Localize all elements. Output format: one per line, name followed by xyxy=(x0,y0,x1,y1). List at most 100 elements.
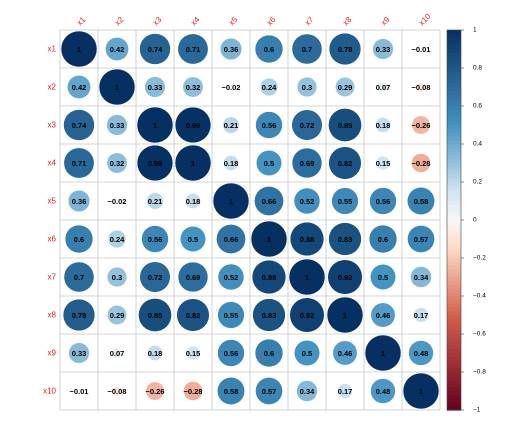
colorbar-segment xyxy=(447,155,461,160)
corr-value-x4-x2: 0.32 xyxy=(110,159,125,168)
corr-value-x3-x4: 0.99 xyxy=(186,121,201,130)
corr-value-x6-x1: 0.6 xyxy=(74,235,84,244)
colorbar-segment xyxy=(447,375,461,381)
colorbar-segment xyxy=(447,45,461,50)
colorbar-segment xyxy=(447,254,461,259)
col-label-x10: x10 xyxy=(417,12,433,28)
colorbar-segment xyxy=(447,125,461,130)
corr-value-x9-x9: 1 xyxy=(381,349,385,358)
corr-value-x7-x7: 1 xyxy=(305,273,309,282)
corr-value-x8-x6: 0.83 xyxy=(262,311,277,320)
corr-circle-x10-x10 xyxy=(402,372,440,410)
corr-circle-x3-x2 xyxy=(106,114,128,136)
corr-value-x8-x2: 0.29 xyxy=(110,311,125,320)
colorbar-segment xyxy=(447,49,461,54)
corr-value-x9-x4: 0.15 xyxy=(186,349,201,358)
corr-circle-x8-x3 xyxy=(138,298,172,332)
corr-circle-x9-x10 xyxy=(408,340,434,366)
colorbar-segment xyxy=(447,318,461,324)
corr-value-x4-x5: 0.18 xyxy=(224,159,239,168)
corr-value-x10-x9: 0.48 xyxy=(376,387,391,396)
corr-circle-x6-x1 xyxy=(64,224,94,254)
corr-circle-x8-x1 xyxy=(62,298,96,332)
colorbar-segment xyxy=(447,83,461,88)
colorbar-segment xyxy=(447,349,461,354)
corr-circle-x2-x9 xyxy=(377,81,389,93)
colorbar-segment xyxy=(447,364,461,369)
corr-circle-x8-x8 xyxy=(326,296,364,334)
colorbar-tick-label: 1 xyxy=(473,27,477,34)
colorbar-tick-label: −0.6 xyxy=(473,331,486,338)
corr-circle-x8-x5 xyxy=(217,301,245,329)
corr-circle-x3-x4 xyxy=(174,106,212,144)
corr-circle-x1-x6 xyxy=(254,34,284,64)
corr-value-x3-x5: 0.21 xyxy=(224,121,239,130)
colorbar-segment xyxy=(447,299,461,305)
corr-circle-x6-x7 xyxy=(289,221,325,257)
corr-value-x2-x6: 0.24 xyxy=(262,83,277,92)
corr-value-x1-x4: 0.71 xyxy=(186,45,201,54)
corr-circle-x9-x7 xyxy=(294,340,320,366)
corr-value-x4-x9: 0.15 xyxy=(376,159,391,168)
corr-value-x2-x2: 1 xyxy=(115,83,119,92)
colorbar-segment xyxy=(447,185,461,191)
corr-circle-x2-x10 xyxy=(415,81,427,93)
colorbar-segment xyxy=(447,197,461,202)
colorbar-segment xyxy=(447,398,461,403)
corr-circle-x5-x4 xyxy=(185,193,201,209)
col-label-x2: x2 xyxy=(113,15,126,28)
corr-circle-x3-x10 xyxy=(411,115,431,135)
colorbar-segment xyxy=(447,121,461,126)
colorbar-segment xyxy=(447,113,461,118)
corr-circle-x5-x8 xyxy=(331,187,359,215)
corr-circle-x1-x9 xyxy=(372,38,394,60)
corr-value-x5-x4: 0.18 xyxy=(186,197,201,206)
corr-value-x10-x1: −0.01 xyxy=(70,387,89,396)
colorbar-segment xyxy=(447,193,461,198)
corr-circle-x7-x8 xyxy=(327,259,363,295)
corr-circle-x9-x1 xyxy=(68,342,90,364)
corr-value-x10-x2: −0.08 xyxy=(108,387,127,396)
corr-value-x5-x7: 0.52 xyxy=(300,197,315,206)
col-label-x3: x3 xyxy=(151,15,164,28)
corr-circle-x5-x10 xyxy=(407,187,435,215)
colorbar-segment xyxy=(447,269,461,274)
corr-circle-x6-x10 xyxy=(407,225,435,253)
corr-value-x3-x2: 0.33 xyxy=(110,121,125,130)
corr-value-x2-x5: −0.02 xyxy=(222,83,241,92)
corr-value-x6-x6: 1 xyxy=(267,235,271,244)
corr-value-x1-x10: −0.01 xyxy=(412,45,431,54)
corr-circle-x2-x7 xyxy=(296,76,318,98)
colorbar-segment xyxy=(447,98,461,103)
colorbar-tick-label: 0.6 xyxy=(473,103,482,110)
colorbar: 1 0.8 0.6 0.4 0.2 0 −0.2 −0.4 −0.6 −0.8 −1 xyxy=(446,27,486,414)
corr-value-x7-x1: 0.7 xyxy=(74,273,84,282)
corr-circle-x2-x1 xyxy=(67,75,91,99)
colorbar-tick-label: 0.2 xyxy=(473,179,482,186)
colorbar-segment xyxy=(447,170,461,175)
colorbar-segment xyxy=(447,68,461,73)
colorbar-segment xyxy=(447,345,461,350)
corr-circle-x6-x8 xyxy=(328,222,362,256)
colorbar-segment xyxy=(447,258,461,263)
corr-value-x10-x6: 0.57 xyxy=(262,387,277,396)
corr-circle-x1-x4 xyxy=(177,33,209,65)
corr-value-x6-x8: 0.83 xyxy=(338,235,353,244)
corr-value-x5-x10: 0.58 xyxy=(414,197,429,206)
corr-circle-x7-x10 xyxy=(410,266,432,288)
colorbar-segment xyxy=(447,90,461,96)
corr-value-x5-x9: 0.56 xyxy=(376,197,391,206)
colorbar-segment xyxy=(447,246,461,251)
colorbar-segment xyxy=(447,128,461,134)
colorbar-segment xyxy=(447,37,461,42)
corr-value-x4-x4: 1 xyxy=(191,159,195,168)
corr-circle-x1-x3 xyxy=(139,33,171,65)
corr-value-x4-x3: 0.99 xyxy=(148,159,163,168)
colorbar-segment xyxy=(447,368,461,373)
corr-value-x3-x3: 1 xyxy=(153,121,157,130)
colorbar-segment xyxy=(447,117,461,122)
corr-value-x10-x7: 0.34 xyxy=(300,387,315,396)
colorbar-segment xyxy=(447,166,461,172)
colorbar-segment xyxy=(447,87,461,92)
